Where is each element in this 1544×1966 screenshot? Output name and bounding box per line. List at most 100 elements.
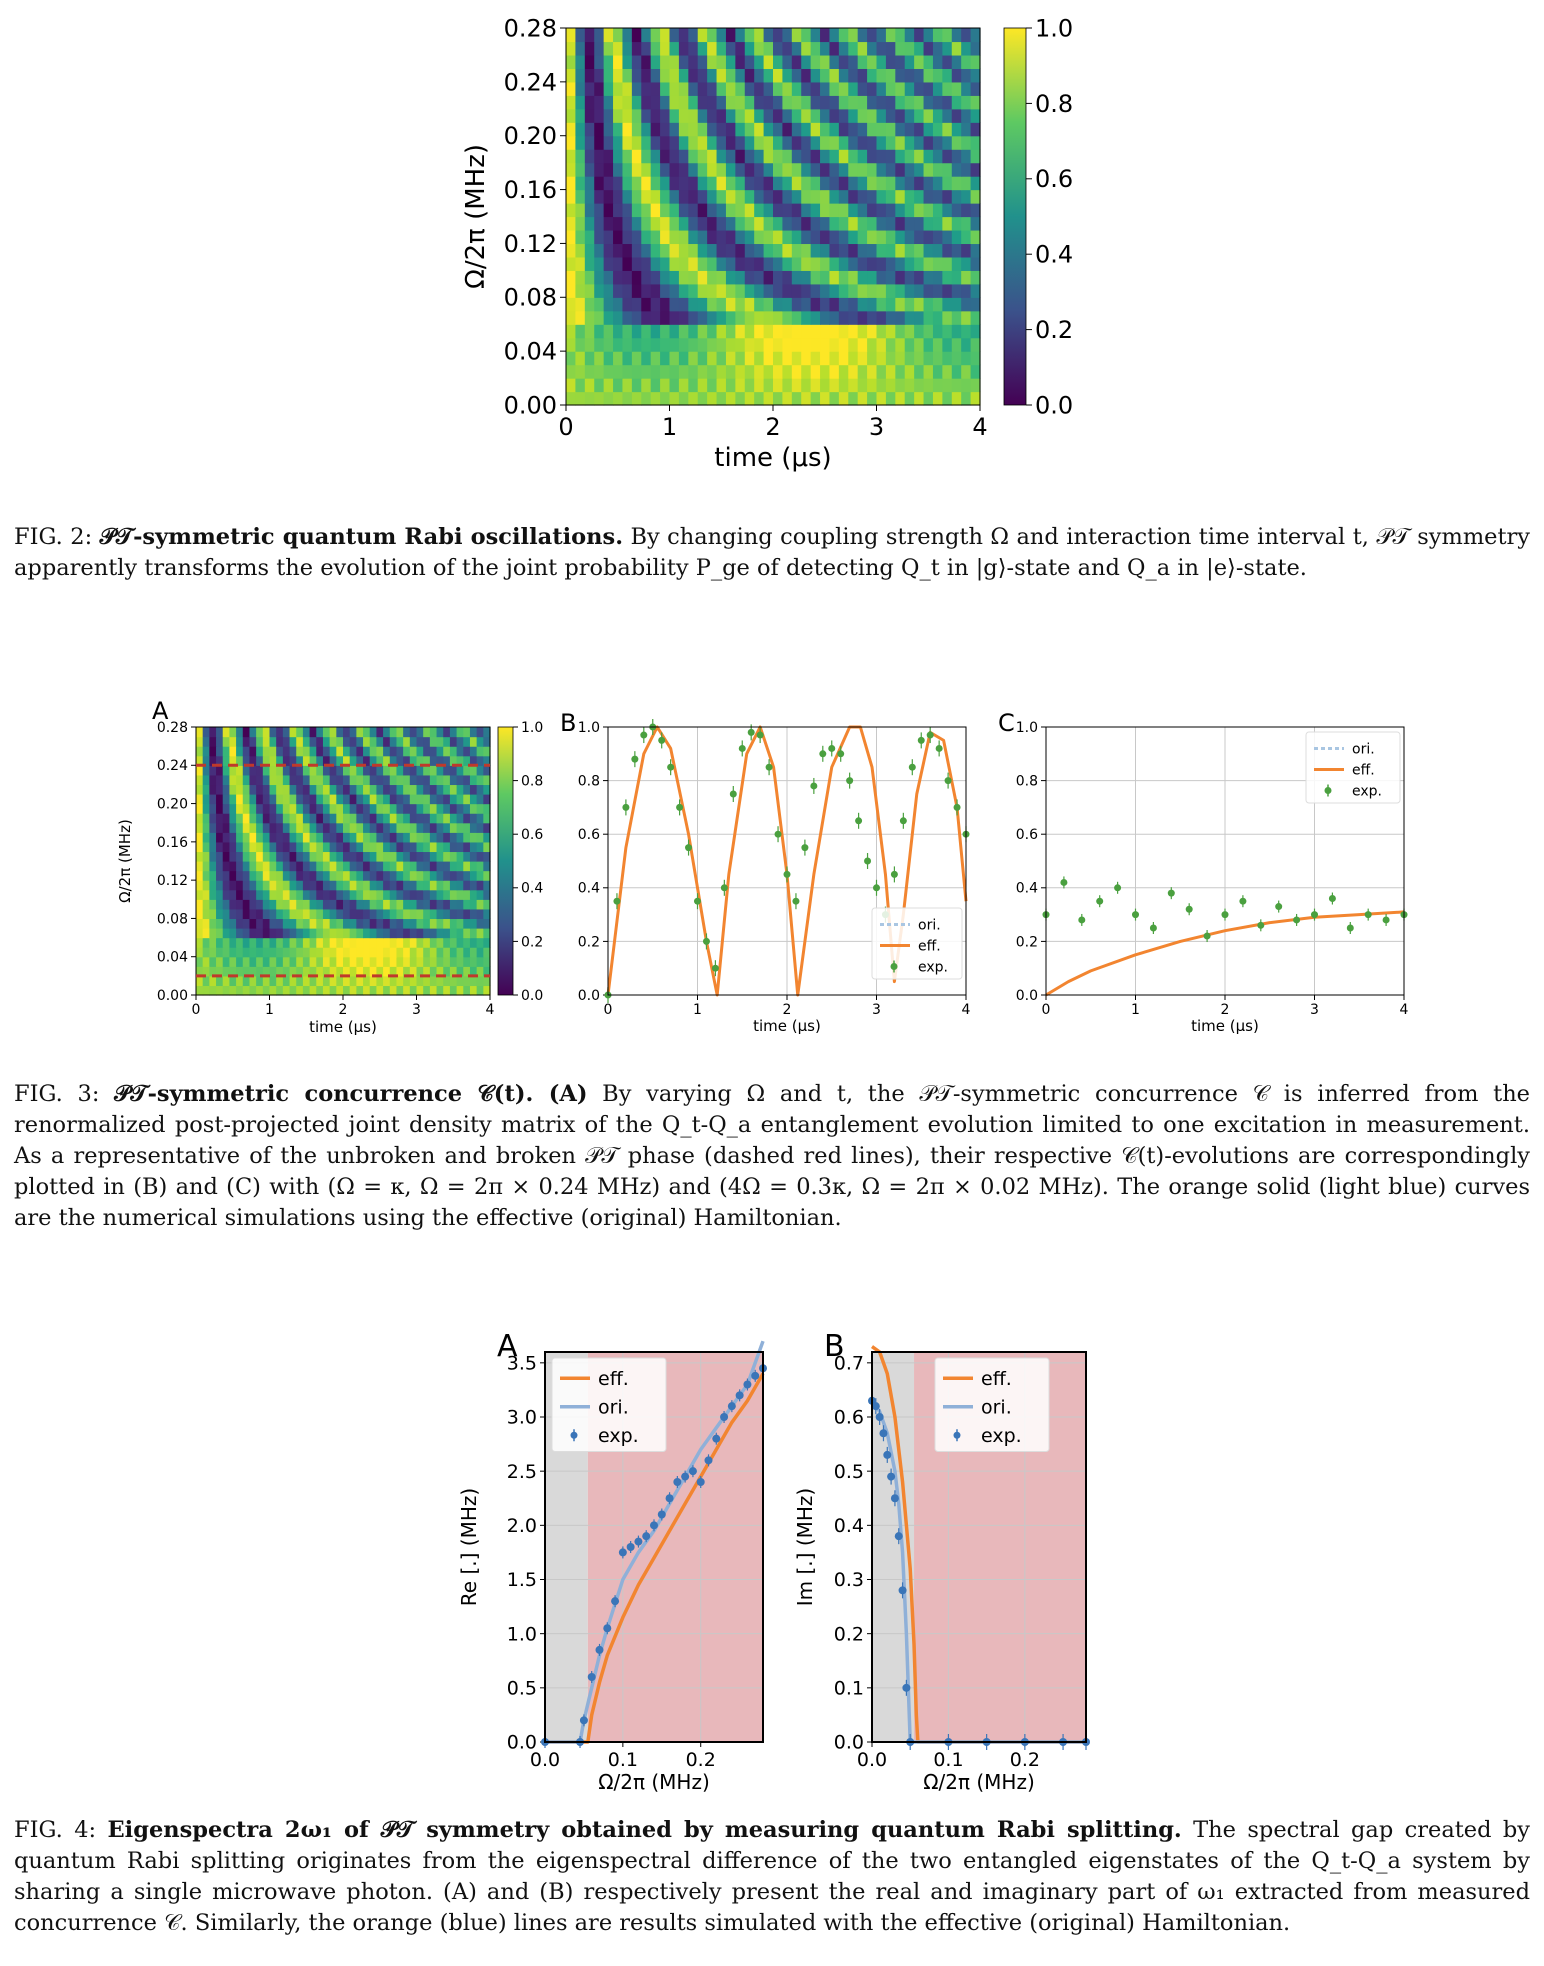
heatmap-cell xyxy=(951,108,962,123)
heatmap-cell xyxy=(356,880,364,891)
heatmap-cell xyxy=(476,947,484,958)
data-point xyxy=(720,1413,729,1421)
heatmap-cell xyxy=(376,851,384,862)
heatmap-cell xyxy=(456,928,464,939)
x-axis-label: Ω/2π (MHz) xyxy=(598,1770,710,1794)
heatmap-cell xyxy=(329,765,337,776)
heatmap-cell xyxy=(262,966,271,977)
heatmap-cell xyxy=(289,832,297,843)
heatmap-cell xyxy=(463,956,471,967)
heatmap-cell xyxy=(476,784,484,795)
heatmap-cell xyxy=(801,189,812,204)
heatmap-cell xyxy=(209,736,217,747)
heatmap-cell xyxy=(914,149,925,164)
heatmap-cell xyxy=(725,162,736,177)
heatmap-cell xyxy=(469,928,478,939)
heatmap-cell xyxy=(622,81,633,96)
heatmap-cell xyxy=(810,297,821,312)
heatmap-cell xyxy=(369,918,378,929)
heatmap-cell xyxy=(603,149,614,164)
heatmap-cell xyxy=(463,985,471,996)
heatmap-cell xyxy=(660,189,671,204)
heatmap-cell xyxy=(876,203,887,218)
heatmap-cell xyxy=(389,937,398,948)
heatmap-cell xyxy=(575,216,586,231)
heatmap-cell xyxy=(322,928,331,939)
heatmap-cell xyxy=(735,270,746,285)
heatmap-cell xyxy=(316,947,324,958)
heatmap-cell xyxy=(329,937,337,948)
heatmap-cell xyxy=(409,870,418,881)
heatmap-cell xyxy=(436,918,444,929)
heatmap-cell xyxy=(449,975,458,987)
heatmap-cell xyxy=(801,54,812,69)
heatmap-cell xyxy=(575,364,586,379)
heatmap-cell xyxy=(697,297,708,312)
heatmap-cell xyxy=(848,229,859,245)
heatmap-cell xyxy=(296,794,304,805)
heatmap-cell xyxy=(914,176,925,191)
heatmap-cell xyxy=(269,803,277,814)
heatmap-cell xyxy=(575,149,586,164)
heatmap-cell xyxy=(669,122,680,137)
heatmap-cell xyxy=(309,746,317,757)
heatmap-cell xyxy=(575,203,586,218)
heatmap-cell xyxy=(678,68,689,83)
heatmap-cell xyxy=(349,832,357,843)
heatmap-cell xyxy=(763,135,774,150)
heatmap-cell xyxy=(631,256,642,271)
heatmap-cell xyxy=(641,149,652,164)
heatmap-cell xyxy=(763,243,774,258)
heatmap-cell xyxy=(469,851,478,862)
heatmap-cell xyxy=(923,54,934,69)
heatmap-cell xyxy=(603,41,614,56)
heatmap-cell xyxy=(961,135,972,150)
heatmap-cell xyxy=(735,378,746,393)
data-point xyxy=(1167,889,1175,897)
heatmap-cell xyxy=(289,755,297,766)
heatmap-cell xyxy=(356,727,364,738)
heatmap-cell xyxy=(416,841,424,853)
data-point xyxy=(1275,903,1283,911)
heatmap-cell xyxy=(914,324,925,339)
heatmap-cell xyxy=(242,765,251,776)
heatmap-cell xyxy=(801,203,812,218)
heatmap-cell xyxy=(356,813,364,824)
heatmap-cell xyxy=(566,364,577,379)
heatmap-cell xyxy=(951,135,962,150)
heatmap-cell xyxy=(970,95,981,110)
heatmap-cell xyxy=(196,956,204,967)
heatmap-cell xyxy=(885,391,896,406)
heatmap-cell xyxy=(196,765,204,776)
heatmap-cell xyxy=(202,736,210,747)
heatmap-cell xyxy=(744,324,755,339)
heatmap-cell xyxy=(249,870,257,881)
heatmap-cell xyxy=(269,784,277,795)
heatmap-cell xyxy=(403,755,411,766)
y-tick-label: 2.5 xyxy=(507,1461,537,1483)
heatmap-cell xyxy=(449,947,458,958)
heatmap-cell xyxy=(829,297,840,312)
heatmap-cell xyxy=(754,68,765,83)
heatmap-cell xyxy=(773,216,784,231)
heatmap-cell xyxy=(773,270,784,285)
heatmap-cell xyxy=(289,899,297,910)
data-point xyxy=(1346,924,1354,932)
heatmap-cell xyxy=(725,216,736,231)
heatmap-cell xyxy=(269,727,277,738)
heatmap-cell xyxy=(249,794,257,805)
heatmap-cell xyxy=(262,841,271,853)
heatmap-cell xyxy=(923,203,934,218)
heatmap-cell xyxy=(942,108,953,123)
heatmap-cell xyxy=(735,391,746,406)
heatmap-cell xyxy=(469,841,478,853)
heatmap-cell xyxy=(697,162,708,177)
heatmap-cell xyxy=(848,189,859,204)
heatmap-cell xyxy=(970,41,981,56)
heatmap-cell xyxy=(196,851,204,862)
heatmap-cell xyxy=(594,229,605,245)
heatmap-cell xyxy=(848,122,859,137)
heatmap-cell xyxy=(216,774,224,786)
heatmap-cell xyxy=(810,378,821,393)
heatmap-cell xyxy=(222,727,231,738)
